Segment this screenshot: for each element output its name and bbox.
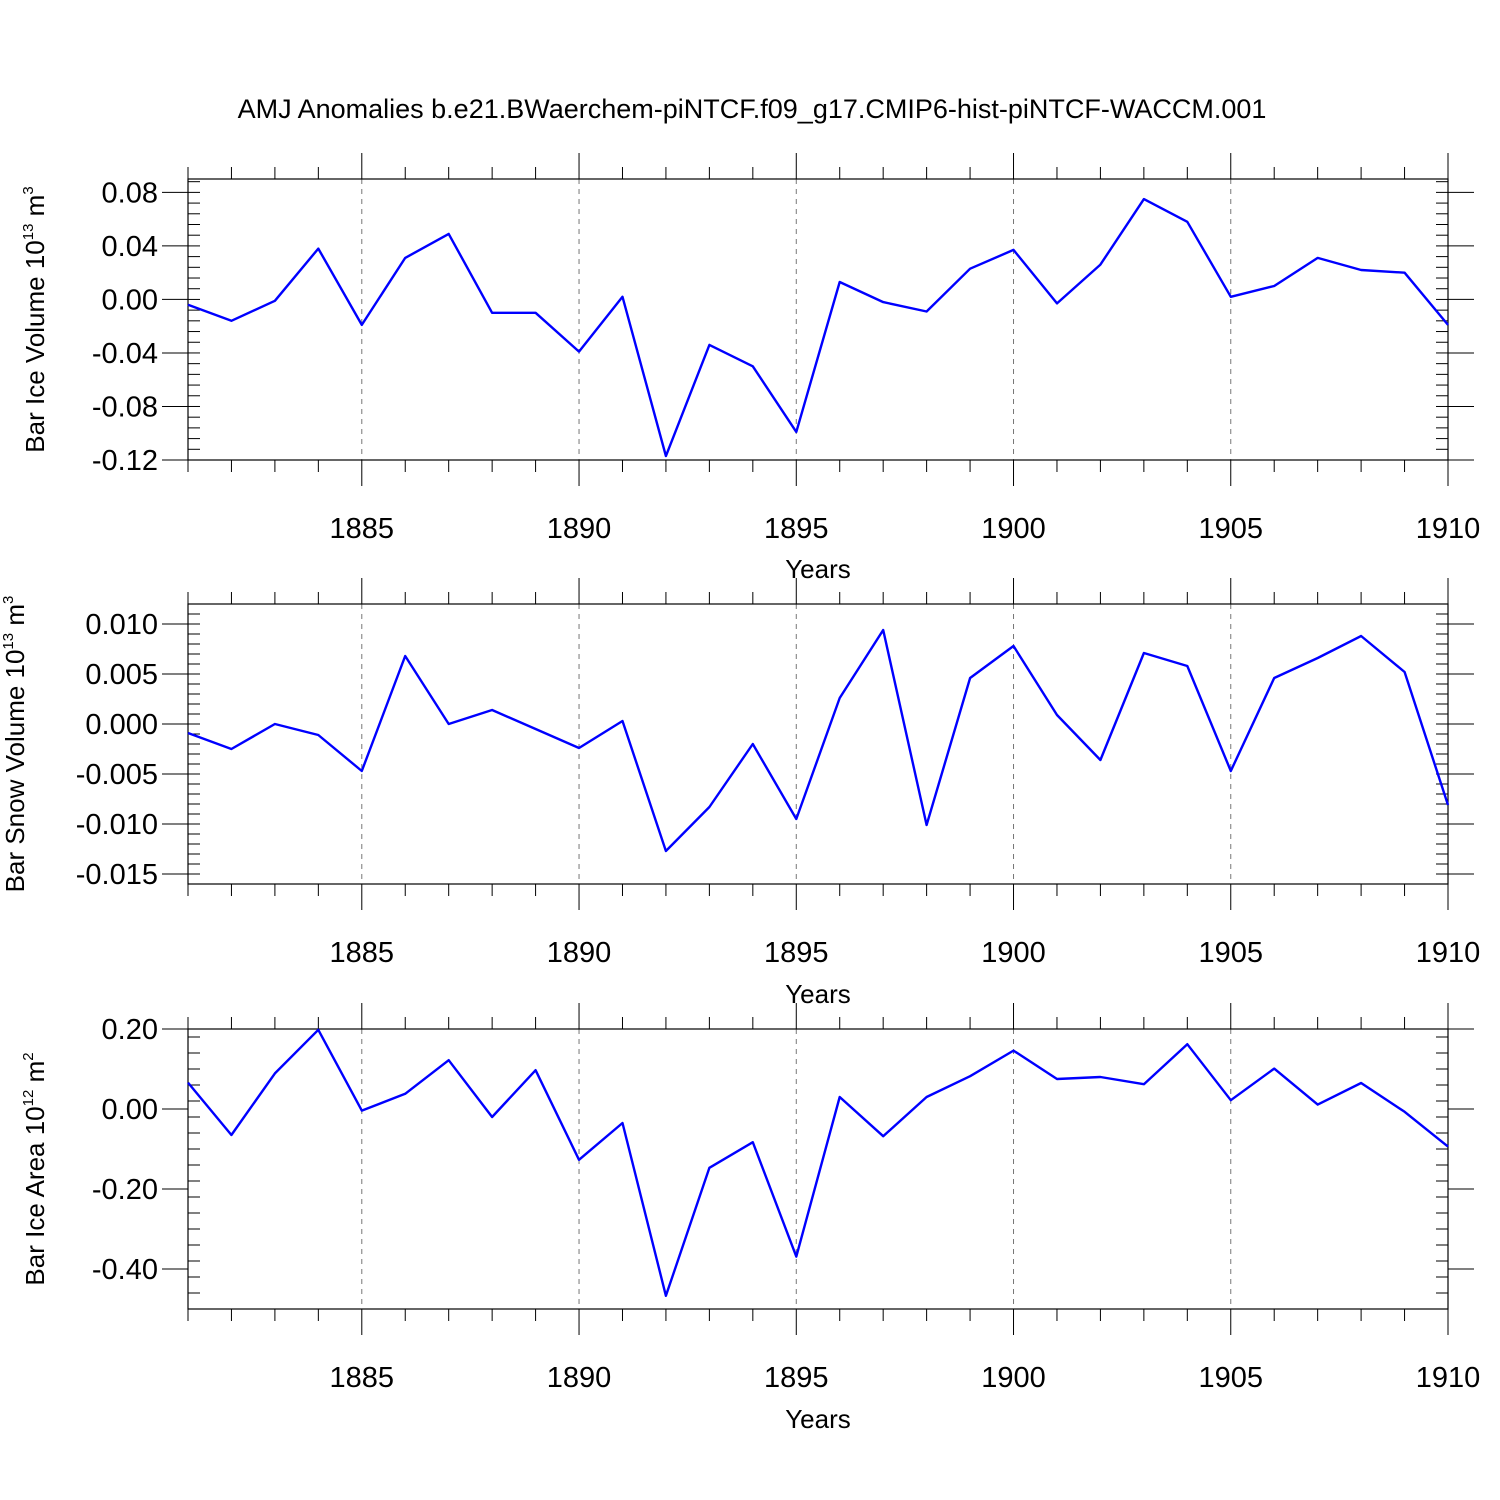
x-tick-label-1890: 1890 (547, 513, 612, 545)
y-tick-label-0: -0.015 (76, 859, 158, 891)
y-tick-label-1: -0.010 (76, 809, 158, 841)
series-line-snow-volume (187, 628, 1450, 853)
x-axis-title: Years (785, 979, 851, 1009)
x-tick-label-1885: 1885 (330, 1362, 395, 1394)
x-tick-label-1910: 1910 (1416, 513, 1481, 545)
plot-frame (187, 603, 1449, 885)
y-axis-title: Bar Ice Volume 1013 m3 (20, 186, 50, 452)
x-axis-title: Years (785, 554, 851, 584)
y-tick-label-2: -0.04 (92, 338, 158, 370)
panel-ice-volume: -0.12 -0.08 -0.04 0.00 0.04 0.08 1885 1890 1895 1… (20, 153, 1480, 584)
y-tick-label-2: -0.005 (76, 759, 158, 791)
x-tick-label-1900: 1900 (981, 937, 1046, 969)
y-tick-label-0: -0.12 (92, 445, 158, 477)
x-tick-label-1900: 1900 (981, 1362, 1046, 1394)
x-tick-label-1890: 1890 (547, 937, 612, 969)
chart-panels: -0.12 -0.08 -0.04 0.00 0.04 0.08 1885 1890 1895 1… (0, 153, 1480, 1434)
y-tick-label-5: 0.010 (85, 609, 158, 641)
y-tick-label-1: -0.20 (92, 1174, 158, 1206)
x-tick-label-1910: 1910 (1416, 937, 1481, 969)
plot-frame (187, 1028, 1449, 1310)
x-tick-label-1900: 1900 (981, 513, 1046, 545)
x-tick-label-1910: 1910 (1416, 1362, 1481, 1394)
panel-ice-area: -0.40 -0.20 0.00 0.20 1885 1890 1895 1900 1905 19… (20, 1003, 1480, 1434)
x-tick-label-1905: 1905 (1199, 1362, 1264, 1394)
y-tick-label-3: 0.00 (102, 284, 158, 316)
x-tick-label-1905: 1905 (1199, 513, 1264, 545)
series-line-ice-volume (187, 197, 1449, 458)
figure-title: AMJ Anomalies b.e21.BWaerchem-piNTCF.f09… (238, 94, 1267, 124)
y-tick-label-3: 0.000 (85, 709, 158, 741)
y-tick-label-4: 0.04 (102, 231, 158, 263)
series-line-ice-area (187, 1028, 1449, 1298)
x-tick-label-1895: 1895 (764, 1362, 829, 1394)
panel-snow-volume: -0.015 -0.010 -0.005 0.000 0.005 0.010 1885 189… (0, 578, 1480, 1009)
x-axis-title: Years (785, 1404, 851, 1434)
x-tick-label-1905: 1905 (1199, 937, 1264, 969)
y-tick-label-2: 0.00 (102, 1094, 158, 1126)
y-axis-title: Bar Ice Area 1012 m2 (20, 1052, 50, 1285)
y-tick-label-5: 0.08 (102, 177, 158, 209)
plot-frame (187, 178, 1449, 461)
x-tick-label-1895: 1895 (764, 513, 829, 545)
y-tick-label-0: -0.40 (92, 1254, 158, 1286)
x-tick-label-1895: 1895 (764, 937, 829, 969)
y-tick-label-4: 0.005 (85, 659, 158, 691)
y-tick-label-1: -0.08 (92, 391, 158, 423)
x-tick-label-1885: 1885 (330, 513, 395, 545)
y-axis-title: Bar Snow Volume 1013 m3 (0, 596, 30, 893)
x-tick-label-1890: 1890 (547, 1362, 612, 1394)
y-tick-label-3: 0.20 (102, 1014, 158, 1046)
x-tick-label-1885: 1885 (330, 937, 395, 969)
